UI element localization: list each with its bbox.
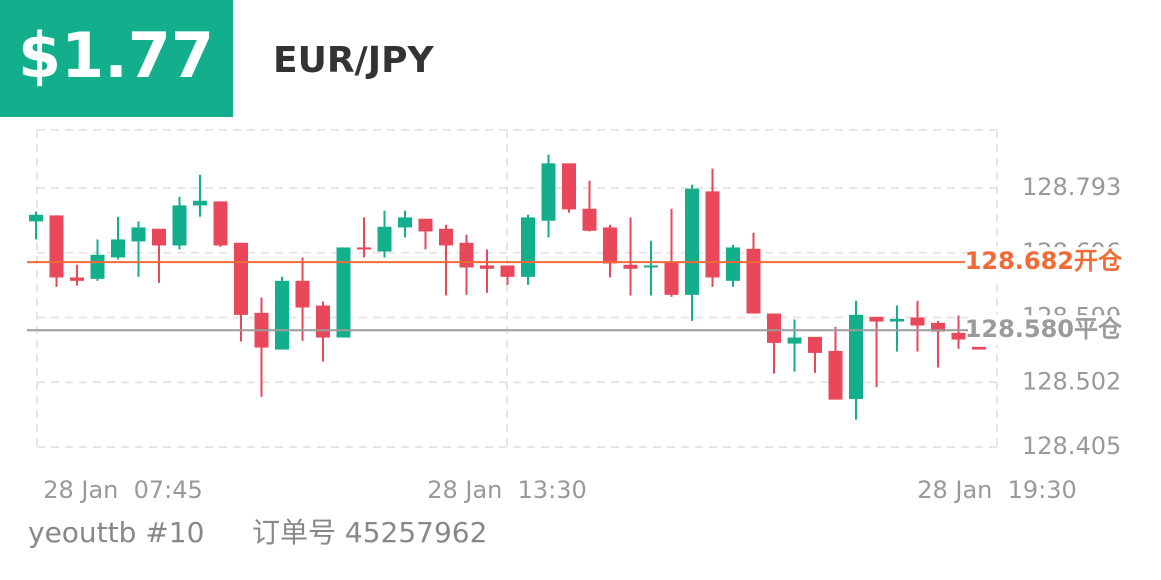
price-label-bg bbox=[968, 247, 1126, 278]
candle-body bbox=[316, 305, 330, 338]
candle-body bbox=[152, 228, 166, 246]
y-tick-label: 128.405 bbox=[1022, 432, 1121, 460]
candle-body bbox=[357, 247, 371, 250]
candle-body bbox=[726, 247, 740, 281]
candle-body bbox=[500, 265, 515, 277]
candle-body bbox=[70, 277, 84, 281]
candle-body bbox=[808, 336, 822, 353]
candle-body bbox=[275, 280, 289, 350]
candle-body bbox=[439, 228, 453, 246]
candle-body bbox=[336, 247, 351, 338]
x-tick-label: 28 Jan 19:30 bbox=[917, 476, 1077, 504]
candle-body bbox=[869, 316, 884, 322]
candle-body bbox=[459, 242, 474, 268]
candle-body bbox=[234, 242, 248, 315]
candle-body bbox=[418, 218, 433, 232]
candle-body bbox=[910, 317, 925, 326]
pnl-box bbox=[0, 0, 233, 117]
candle-body bbox=[787, 337, 802, 344]
candle-body bbox=[890, 318, 904, 322]
candle-body bbox=[644, 265, 658, 268]
candle-body bbox=[664, 262, 679, 295]
candle-body bbox=[213, 201, 228, 246]
candle-body bbox=[828, 350, 843, 400]
candle-body bbox=[521, 217, 535, 277]
x-tick-label: 28 Jan 07:45 bbox=[43, 476, 203, 504]
candle-body bbox=[398, 217, 412, 228]
candle-body bbox=[705, 191, 720, 278]
candle-body bbox=[49, 215, 64, 278]
plot-area bbox=[36, 129, 998, 447]
candle-body bbox=[562, 163, 576, 210]
candle-body bbox=[377, 226, 392, 252]
candle-body bbox=[295, 280, 310, 308]
candle-body bbox=[582, 208, 597, 231]
account: yeouttb #10 bbox=[28, 516, 204, 549]
candle-body bbox=[972, 346, 986, 350]
candle-body bbox=[90, 254, 105, 279]
price-line-label: 128.580平仓 bbox=[965, 315, 1123, 343]
candle-body bbox=[767, 313, 781, 343]
price-label-bg bbox=[968, 315, 1126, 346]
candle-body bbox=[623, 264, 638, 269]
candle-body bbox=[931, 322, 945, 332]
price-line-label: 128.682开仓 bbox=[965, 247, 1123, 275]
candle-body bbox=[193, 200, 207, 206]
symbol: EUR/JPY bbox=[273, 40, 434, 81]
candle-body bbox=[541, 163, 556, 221]
y-tick-label: 128.502 bbox=[1022, 367, 1121, 395]
candle-body bbox=[29, 214, 43, 222]
x-tick-label: 28 Jan 13:30 bbox=[427, 476, 587, 504]
candle-body bbox=[746, 248, 761, 314]
candle-body bbox=[951, 332, 966, 340]
candle-body bbox=[172, 205, 187, 246]
pnl: $1.77 bbox=[18, 19, 214, 92]
candle-body bbox=[603, 227, 617, 264]
y-tick-label: 128.793 bbox=[1022, 173, 1121, 201]
candle-body bbox=[131, 227, 146, 242]
candle-body bbox=[111, 239, 125, 258]
candle-body bbox=[849, 314, 863, 399]
candle-body bbox=[685, 188, 699, 295]
candle-body bbox=[480, 265, 494, 269]
order-number: 订单号 45257962 bbox=[252, 516, 487, 549]
